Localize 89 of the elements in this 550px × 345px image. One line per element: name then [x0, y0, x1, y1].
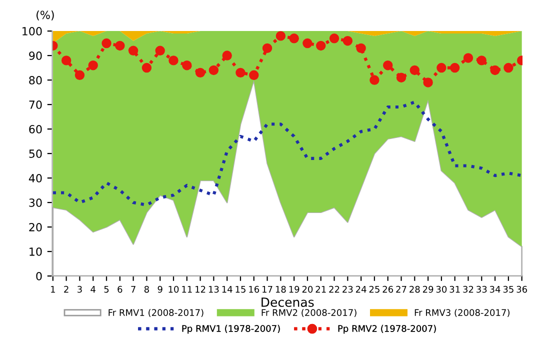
x-tick-label: 25 [369, 286, 380, 293]
x-tick-label: 32 [463, 286, 474, 293]
y-tick-label: 20 [29, 222, 42, 232]
legend-label: Fr RMV3 (2008-2017) [414, 309, 510, 318]
x-tick-label: 31 [450, 286, 460, 293]
point [329, 34, 340, 44]
legend-label: Pp RMV2 (1978-2007) [338, 324, 436, 334]
point [128, 46, 138, 56]
point [342, 36, 353, 46]
x-tick-label: 27 [396, 286, 406, 293]
point [115, 40, 125, 51]
x-tick-label: 29 [422, 286, 434, 293]
point [370, 75, 380, 85]
x-tick-label: 15 [236, 286, 246, 293]
point [356, 43, 366, 54]
x-tick-label: 36 [516, 286, 528, 293]
point [74, 70, 85, 80]
x-tick-label: 18 [276, 286, 286, 293]
x-tick-label: 1 [51, 286, 55, 293]
y-axis-title: (%) [36, 10, 54, 20]
y-tick-label: 100 [22, 27, 42, 36]
x-tick-label: 4 [90, 286, 96, 293]
point [61, 56, 72, 66]
x-tick-label: 11 [182, 286, 192, 293]
point [236, 68, 246, 78]
point [88, 60, 98, 70]
point [262, 43, 272, 54]
point [316, 40, 326, 51]
x-tick-label: 12 [196, 286, 206, 293]
x-tick-label: 33 [476, 286, 487, 293]
x-tick-label: 7 [131, 286, 136, 293]
point [504, 62, 514, 73]
point [450, 62, 460, 73]
x-tick-label: 26 [382, 286, 394, 293]
x-tick-label: 19 [289, 286, 300, 293]
x-tick-label: 16 [249, 286, 260, 293]
point [410, 65, 420, 76]
point [182, 60, 192, 70]
legend-label: Pp RMV1 (1978-2007) [182, 324, 280, 334]
y-tick-label: 80 [29, 76, 42, 84]
legend-label: Fr RMV2 (2008-2017) [262, 309, 356, 318]
point [396, 72, 406, 82]
point [436, 62, 446, 73]
point [208, 65, 219, 76]
x-tick-label: 24 [356, 286, 366, 293]
point [463, 53, 474, 63]
line-series [52, 100, 522, 206]
x-tick-label: 22 [329, 286, 340, 293]
x-tick-label: 8 [144, 286, 149, 293]
x-tick-label: 23 [342, 286, 353, 293]
x-tick-label: 3 [78, 286, 82, 293]
point [382, 60, 393, 70]
y-tick-label: 10 [30, 247, 42, 256]
x-tick-label: 30 [436, 286, 447, 293]
point [302, 38, 312, 48]
legend-label: Fr RMV1 (2008-2017) [108, 309, 204, 318]
x-axis-title: Decenas [262, 298, 314, 307]
point [102, 38, 112, 48]
point [168, 56, 178, 66]
y-tick-label: 70 [29, 100, 42, 109]
x-tick-label: 34 [490, 286, 500, 293]
y-tick-label: 0 [36, 272, 42, 280]
point [490, 65, 500, 76]
point [476, 56, 486, 66]
x-tick-label: 5 [104, 286, 109, 293]
y-tick-label: 60 [29, 125, 42, 134]
y-tick-label: 50 [29, 150, 42, 158]
x-tick-label: 13 [208, 286, 219, 293]
x-tick-label: 28 [410, 286, 420, 293]
point [222, 50, 232, 60]
x-tick-label: 9 [158, 286, 162, 293]
x-tick-label: 14 [222, 286, 232, 293]
y-tick-label: 30 [29, 198, 42, 207]
x-tick-label: 2 [64, 286, 68, 293]
y-tick-label: 90 [29, 52, 42, 60]
point [423, 78, 433, 88]
point [249, 70, 259, 80]
x-tick-label: 35 [503, 286, 514, 293]
y-tick-label: 40 [28, 174, 42, 182]
x-tick-label: 10 [168, 286, 179, 293]
x-tick-label: 21 [316, 286, 326, 293]
point [155, 46, 165, 56]
point [195, 68, 206, 78]
point [142, 62, 152, 73]
x-tick-label: 6 [118, 286, 122, 293]
x-tick-label: 20 [302, 286, 313, 293]
point [276, 31, 286, 41]
x-tick-label: 17 [262, 286, 272, 293]
point [289, 34, 299, 44]
